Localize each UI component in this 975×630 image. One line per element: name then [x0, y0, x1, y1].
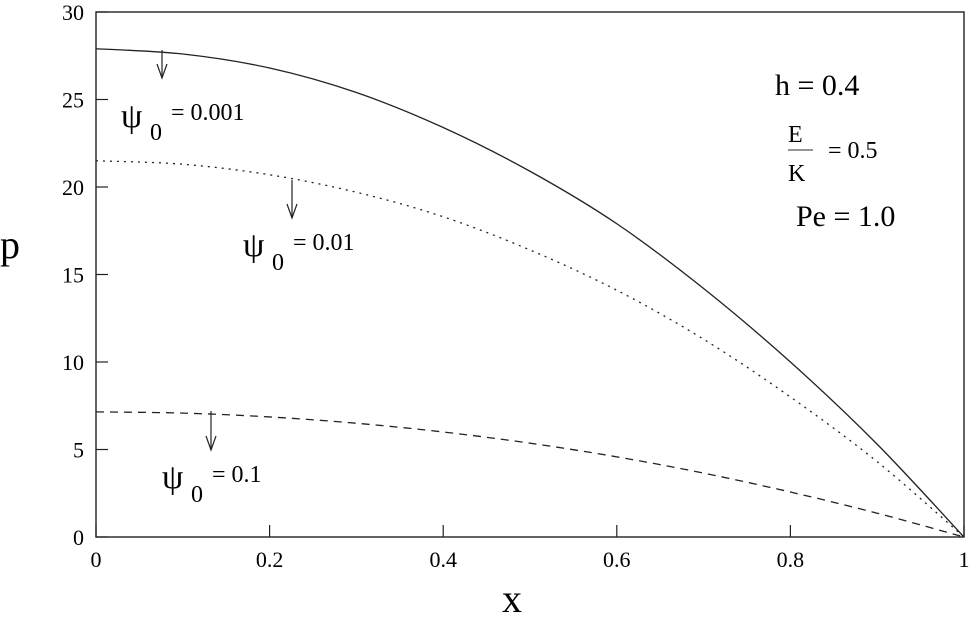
psi-subscript: 0: [150, 120, 162, 146]
param-ek-denominator: K: [788, 161, 806, 187]
x-tick-label: 0.2: [256, 547, 284, 572]
label-psi-001: ψ 0 = 0.01: [243, 227, 355, 276]
x-tick-label: 1: [959, 547, 970, 572]
psi-subscript: 0: [191, 482, 203, 508]
series-line-dashed: [95, 411, 965, 538]
x-tick-label: 0.6: [603, 547, 631, 572]
psi-subscript: 0: [272, 250, 284, 276]
y-tick-label: 25: [62, 88, 84, 113]
curves: [95, 48, 965, 538]
psi-value: = 0.1: [212, 462, 262, 488]
arrows: [156, 50, 298, 452]
y-tick-label: 5: [73, 438, 84, 463]
arrow-down-icon: [286, 180, 298, 220]
y-tick-label: 10: [62, 350, 84, 375]
param-ek-value: = 0.5: [828, 138, 878, 164]
psi-value: = 0.001: [171, 100, 245, 126]
x-tick-label: 0.8: [777, 547, 805, 572]
y-tick-label: 15: [62, 263, 84, 288]
psi-value: = 0.01: [293, 230, 355, 256]
arrow-down-icon: [156, 50, 168, 80]
x-tick-label: 0: [91, 547, 102, 572]
label-psi-01: ψ 0 = 0.1: [162, 459, 262, 508]
arrow-down-icon: [205, 411, 217, 452]
series-line-solid: [95, 48, 965, 538]
y-tick-label: 0: [73, 525, 84, 550]
chart-text: p x h = 0.4 E K = 0.5 Pe = 1.0 ψ 0 = 0.0…: [0, 69, 895, 621]
x-axis-label: x: [502, 576, 522, 621]
y-axis-label: p: [0, 222, 20, 267]
psi-symbol: ψ: [162, 459, 183, 496]
x-tick-label: 0.4: [429, 547, 457, 572]
param-pe: Pe = 1.0: [796, 200, 895, 233]
psi-symbol: ψ: [243, 227, 264, 264]
param-ek-numerator: E: [788, 122, 803, 148]
y-tick-label: 30: [62, 0, 84, 25]
label-psi-0001: ψ 0 = 0.001: [121, 98, 245, 146]
y-tick-label: 20: [62, 175, 84, 200]
psi-symbol: ψ: [121, 98, 142, 135]
param-h: h = 0.4: [775, 69, 859, 102]
